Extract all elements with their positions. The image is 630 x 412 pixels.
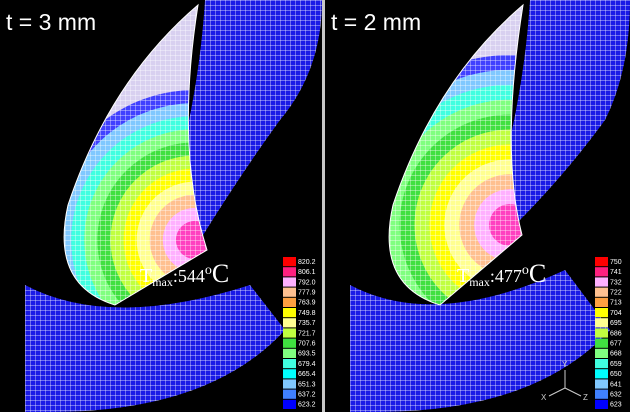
legend-label: 806.1 xyxy=(298,269,316,276)
panel-content: t = 2 mm Tmax:477oC 750 741 732 722 713 704 695 6… xyxy=(325,0,630,412)
legend-label: 722 xyxy=(610,290,622,297)
legend-swatch xyxy=(595,318,608,327)
axis-label: X xyxy=(541,393,547,402)
legend-swatch xyxy=(283,308,296,317)
legend-swatch xyxy=(283,267,296,276)
legend-swatch xyxy=(595,400,608,409)
legend-label: 637.2 xyxy=(298,392,316,399)
legend-swatch xyxy=(595,349,608,358)
legend-swatch xyxy=(283,328,296,337)
legend-label: 677 xyxy=(610,341,622,348)
legend-label: 668 xyxy=(610,351,622,358)
legend-label: 735.7 xyxy=(298,320,316,327)
legend-swatch xyxy=(595,339,608,348)
legend-label: 695 xyxy=(610,320,622,327)
legend-label: 732 xyxy=(610,279,622,286)
panel: t = 3 mm Tmax:544oC 820.2 806.1 792.0 777.9 76… xyxy=(0,0,345,412)
legend-swatch xyxy=(595,267,608,276)
legend-swatch xyxy=(595,257,608,266)
legend-swatch xyxy=(595,308,608,317)
tmax-unit: C xyxy=(529,259,546,288)
legend-label: 659 xyxy=(610,361,622,368)
legend-swatch xyxy=(595,288,608,297)
tmax-subscript: max xyxy=(469,275,490,289)
legend-swatch xyxy=(283,298,296,307)
figure: t = 3 mmTmax:544oC820.2806.1792.0777.976… xyxy=(0,0,630,412)
legend-swatch xyxy=(283,277,296,286)
legend-label: 665.4 xyxy=(298,371,316,378)
legend-swatch xyxy=(283,400,296,409)
legend-label: 763.9 xyxy=(298,300,316,307)
legend-swatch xyxy=(595,298,608,307)
legend-label: 704 xyxy=(610,310,622,317)
legend-swatch xyxy=(283,257,296,266)
legend-label: 741 xyxy=(610,269,622,276)
tmax-degree: o xyxy=(205,263,212,278)
legend-label: 713 xyxy=(610,300,622,307)
legend-swatch xyxy=(283,359,296,368)
legend-swatch xyxy=(595,359,608,368)
tmax-subscript: max xyxy=(152,275,173,289)
panel-title: t = 2 mm xyxy=(331,9,421,35)
legend-swatch xyxy=(595,277,608,286)
tmax-value: :477 xyxy=(490,266,522,286)
legend-swatch xyxy=(283,390,296,399)
legend-swatch xyxy=(595,369,608,378)
tmax-symbol: T xyxy=(140,265,152,287)
panel: t = 2 mm Tmax:477oC 750 741 732 722 713 704 695 6… xyxy=(325,0,630,412)
legend-swatch xyxy=(283,318,296,327)
legend-label: 820.2 xyxy=(298,259,316,266)
legend-swatch xyxy=(595,328,608,337)
legend-swatch xyxy=(283,339,296,348)
legend-label: 623 xyxy=(610,402,622,409)
legend-label: 792.0 xyxy=(298,279,316,286)
legend-label: 693.5 xyxy=(298,351,316,358)
axis-label: Y xyxy=(562,360,568,369)
legend-label: 650 xyxy=(610,371,622,378)
legend-label: 651.3 xyxy=(298,381,316,388)
page: t = 3 mmTmax:544oC820.2806.1792.0777.976… xyxy=(0,0,630,412)
axis-label: Z xyxy=(583,393,588,402)
legend-label: 623.2 xyxy=(298,402,316,409)
legend-label: 707.6 xyxy=(298,341,316,348)
legend-swatch xyxy=(283,349,296,358)
legend-swatch xyxy=(595,390,608,399)
legend-swatch xyxy=(283,288,296,297)
legend-label: 679.4 xyxy=(298,361,316,368)
legend-label: 686 xyxy=(610,330,622,337)
legend-swatch xyxy=(283,379,296,388)
legend-label: 721.7 xyxy=(298,330,316,337)
tmax-degree: o xyxy=(522,263,529,278)
legend-label: 777.9 xyxy=(298,290,316,297)
tmax-unit: C xyxy=(212,259,229,288)
legend-label: 641 xyxy=(610,381,622,388)
panel-title: t = 3 mm xyxy=(6,9,96,35)
tmax-symbol: T xyxy=(457,265,469,287)
legend-swatch xyxy=(283,369,296,378)
legend-swatch xyxy=(595,379,608,388)
legend-label: 750 xyxy=(610,259,622,266)
legend-label: 749.8 xyxy=(298,310,316,317)
tmax-value: :544 xyxy=(173,266,205,286)
legend-label: 632 xyxy=(610,392,622,399)
panel-content: t = 3 mm Tmax:544oC 820.2 806.1 792.0 777.9 76… xyxy=(0,0,345,412)
